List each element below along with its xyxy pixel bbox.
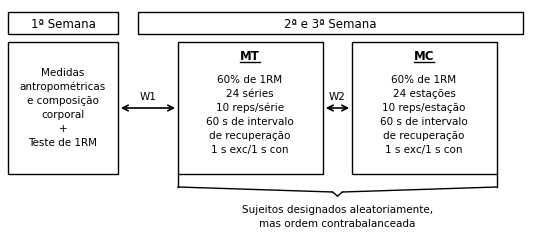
FancyBboxPatch shape (8, 13, 118, 35)
FancyBboxPatch shape (8, 43, 118, 174)
Text: 1ª Semana: 1ª Semana (30, 17, 95, 30)
FancyBboxPatch shape (138, 13, 523, 35)
Text: Sujeitos designados aleatoriamente,
mas ordem contrabalanceada: Sujeitos designados aleatoriamente, mas … (242, 204, 433, 228)
Text: Medidas
antropométricas
e composição
corporal
+
Teste de 1RM: Medidas antropométricas e composição cor… (20, 67, 106, 148)
FancyBboxPatch shape (352, 43, 497, 174)
Text: 2ª e 3ª Semana: 2ª e 3ª Semana (284, 17, 376, 30)
Text: W2: W2 (328, 92, 345, 102)
Text: MT: MT (240, 49, 260, 62)
Text: 60% de 1RM
24 estações
10 reps/estação
60 s de intervalo
de recuperação
1 s exc/: 60% de 1RM 24 estações 10 reps/estação 6… (380, 75, 468, 154)
FancyBboxPatch shape (178, 43, 323, 174)
Text: MC: MC (414, 49, 434, 62)
Text: W1: W1 (140, 92, 157, 102)
Text: 60% de 1RM
24 séries
10 reps/série
60 s de intervalo
de recuperação
1 s exc/1 s : 60% de 1RM 24 séries 10 reps/série 60 s … (206, 74, 294, 155)
